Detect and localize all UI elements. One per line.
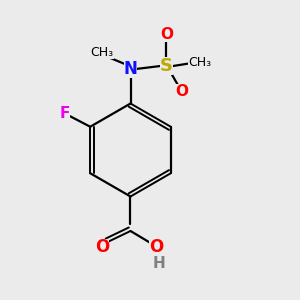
Text: F: F <box>59 106 70 121</box>
Text: O: O <box>149 238 163 256</box>
Text: CH₃: CH₃ <box>188 56 211 70</box>
Text: H: H <box>153 256 165 272</box>
Text: O: O <box>175 84 188 99</box>
Text: N: N <box>124 60 137 78</box>
Text: O: O <box>160 27 173 42</box>
Text: S: S <box>160 57 173 75</box>
Text: CH₃: CH₃ <box>90 46 114 59</box>
Text: O: O <box>95 238 109 256</box>
